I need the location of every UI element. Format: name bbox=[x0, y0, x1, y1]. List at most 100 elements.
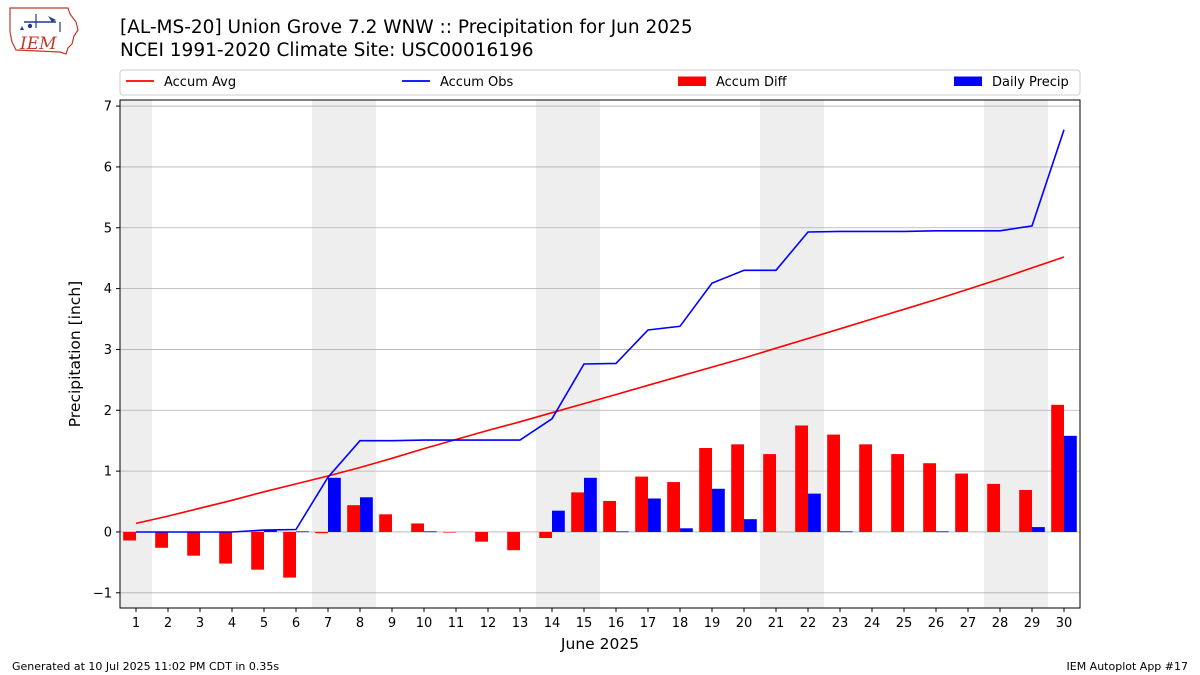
gridlines bbox=[120, 105, 1080, 594]
accum-diff-bar-day-13 bbox=[507, 531, 520, 551]
x-tick-label: 1 bbox=[132, 616, 140, 631]
x-tick-label: 19 bbox=[704, 616, 721, 631]
accum-diff-bar-day-25 bbox=[891, 454, 904, 532]
legend-item-daily-precip: Daily Precip bbox=[954, 75, 1069, 90]
x-tick-label: 16 bbox=[608, 616, 625, 631]
y-tick-label: 1 bbox=[104, 465, 112, 480]
footer-generated: Generated at 10 Jul 2025 11:02 PM CDT in… bbox=[12, 660, 280, 673]
x-tick-label: 20 bbox=[736, 616, 753, 631]
accum-diff-bar-day-10 bbox=[411, 523, 424, 532]
x-tick-label: 17 bbox=[640, 616, 657, 631]
x-tick-label: 21 bbox=[768, 616, 785, 631]
x-tick-label: 18 bbox=[672, 616, 689, 631]
x-tick-label: 28 bbox=[992, 616, 1009, 631]
accum-diff-bar-day-6 bbox=[283, 531, 296, 578]
x-tick-label: 9 bbox=[388, 616, 396, 631]
daily-precip-bar-day-5 bbox=[264, 530, 277, 532]
daily-precip-bar-day-18 bbox=[680, 528, 693, 532]
x-tick-label: 3 bbox=[196, 616, 204, 631]
daily-precip-bar-day-6 bbox=[296, 531, 309, 533]
logo-text: IEM bbox=[20, 34, 57, 54]
y-tick-label: 3 bbox=[104, 343, 112, 358]
accum-diff-bar-day-28 bbox=[987, 483, 1000, 532]
daily-precip-bar-day-19 bbox=[712, 488, 725, 532]
accum-diff-bar-day-5 bbox=[251, 531, 264, 570]
accum-diff-bar-day-29 bbox=[1019, 489, 1032, 532]
plot-frame bbox=[119, 99, 1081, 609]
daily-precip-bar-day-10 bbox=[424, 531, 437, 533]
daily-precip-bar-day-22 bbox=[808, 493, 821, 532]
legend-label: Accum Diff bbox=[716, 75, 788, 90]
legend-item-accum-diff: Accum Diff bbox=[678, 75, 788, 90]
daily-precip-bar-day-15 bbox=[584, 477, 597, 532]
legend-label: Accum Avg bbox=[164, 75, 236, 90]
accum-diff-bar-day-12 bbox=[475, 531, 488, 542]
legend-label: Daily Precip bbox=[992, 75, 1069, 90]
daily-precip-bar-day-20 bbox=[744, 519, 757, 532]
y-tick-label: 0 bbox=[104, 525, 112, 540]
accum-diff-bar-day-21 bbox=[763, 454, 776, 532]
accum-diff-bar-day-30 bbox=[1051, 404, 1064, 532]
accum-diff-bar-day-14 bbox=[539, 531, 552, 539]
daily-precip-bar-day-23 bbox=[840, 531, 853, 533]
accum-diff-bar-day-1 bbox=[123, 531, 136, 541]
x-tick-label: 22 bbox=[800, 616, 817, 631]
daily-precip-bar-day-29 bbox=[1032, 527, 1045, 532]
accum-diff-bar-day-24 bbox=[859, 444, 872, 532]
accum-diff-bar-day-23 bbox=[827, 434, 840, 532]
accum-diff-bar-day-4 bbox=[219, 531, 232, 564]
iowa-outline-icon bbox=[9, 7, 79, 55]
daily-precip-bar-day-14 bbox=[552, 510, 565, 532]
y-tick-label: 5 bbox=[104, 221, 112, 236]
accum-diff-bar-day-17 bbox=[635, 476, 648, 532]
accum-diff-bar-day-19 bbox=[699, 447, 712, 532]
iem-logo: IEM bbox=[6, 4, 82, 62]
legend-item-accum-obs: Accum Obs bbox=[402, 75, 513, 90]
x-tick-label: 10 bbox=[416, 616, 433, 631]
accum-obs-line bbox=[136, 129, 1065, 533]
x-tick-label: 26 bbox=[928, 616, 945, 631]
x-tick-label: 7 bbox=[324, 616, 332, 631]
legend: Accum Avg Accum Obs Accum Diff Daily Precip bbox=[119, 69, 1081, 96]
accum-diff-bar-day-18 bbox=[667, 482, 680, 532]
x-tick-label: 15 bbox=[576, 616, 593, 631]
daily-precip-bar-day-16 bbox=[616, 531, 629, 533]
footer-app: IEM Autoplot App #17 bbox=[1066, 660, 1189, 673]
x-tick-label: 14 bbox=[544, 616, 561, 631]
x-tick-label: 23 bbox=[832, 616, 849, 631]
accum-diff-bar-day-16 bbox=[603, 500, 616, 532]
x-tick-label: 2 bbox=[164, 616, 172, 631]
chart-title: [AL-MS-20] Union Grove 7.2 WNW :: Precip… bbox=[120, 17, 693, 38]
accum-diff-bar-day-27 bbox=[955, 473, 968, 532]
chart-subtitle: NCEI 1991-2020 Climate Site: USC00016196 bbox=[120, 40, 534, 61]
y-tick-label: 2 bbox=[104, 404, 112, 419]
accum-diff-bar-day-2 bbox=[155, 531, 168, 548]
x-tick-label: 6 bbox=[292, 616, 300, 631]
accum-diff-bar-day-22 bbox=[795, 425, 808, 532]
x-axis-label: June 2025 bbox=[560, 635, 639, 653]
accum-diff-bar-day-26 bbox=[923, 463, 936, 532]
accum-diff-bar-day-9 bbox=[379, 514, 392, 532]
x-tick-label: 11 bbox=[448, 616, 465, 631]
daily-precip-bar-day-17 bbox=[648, 498, 661, 532]
legend-bar-swatch bbox=[678, 76, 706, 86]
daily-precip-bar-day-30 bbox=[1064, 435, 1077, 532]
y-axis-label: Precipitation [inch] bbox=[66, 281, 84, 427]
accum-diff-bar-day-20 bbox=[731, 444, 744, 532]
y-axis: −1 0 1 2 3 4 5 6 7 bbox=[93, 100, 120, 601]
lines-layer bbox=[135, 129, 1065, 533]
x-tick-label: 13 bbox=[512, 616, 529, 631]
legend-item-accum-avg: Accum Avg bbox=[126, 75, 236, 90]
x-tick-label: 8 bbox=[356, 616, 364, 631]
x-tick-label: 27 bbox=[960, 616, 977, 631]
accum-diff-bar-day-8 bbox=[347, 505, 360, 532]
x-tick-label: 5 bbox=[260, 616, 268, 631]
x-tick-label: 25 bbox=[896, 616, 913, 631]
legend-bar-swatch bbox=[954, 76, 982, 86]
daily-precip-bar-day-26 bbox=[936, 531, 949, 533]
daily-precip-bar-day-8 bbox=[360, 497, 373, 532]
accum-diff-bar-day-7 bbox=[315, 531, 328, 534]
accum-diff-bar-day-15 bbox=[571, 492, 584, 532]
legend-box bbox=[119, 69, 1081, 96]
